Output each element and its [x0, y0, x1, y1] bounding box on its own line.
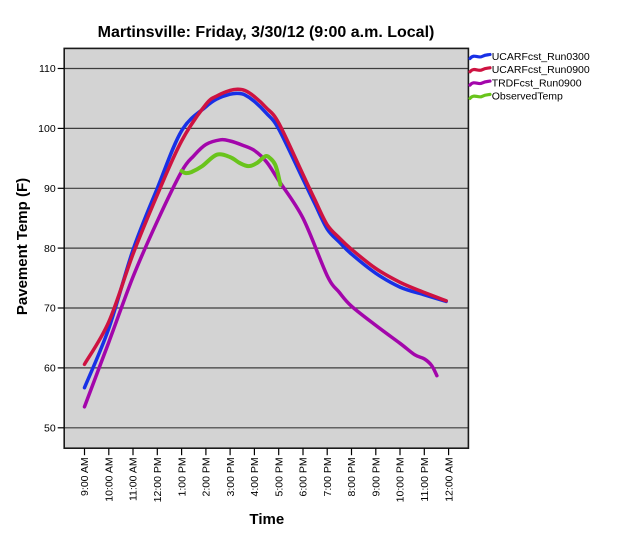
svg-text:ObservedTemp: ObservedTemp — [492, 91, 563, 103]
svg-text:110: 110 — [39, 63, 56, 75]
svg-text:4:00 PM: 4:00 PM — [249, 457, 261, 496]
svg-text:90: 90 — [44, 183, 56, 195]
svg-text:6:00 PM: 6:00 PM — [298, 457, 310, 496]
svg-text:50: 50 — [44, 423, 56, 435]
svg-text:9:00 AM: 9:00 AM — [79, 457, 91, 496]
svg-text:11:00 AM: 11:00 AM — [128, 457, 140, 501]
svg-text:10:00 PM: 10:00 PM — [395, 457, 407, 502]
svg-text:2:00 PM: 2:00 PM — [201, 457, 213, 496]
svg-text:UCARFcst_Run0900: UCARFcst_Run0900 — [492, 64, 590, 76]
svg-text:10:00 AM: 10:00 AM — [104, 457, 116, 501]
svg-text:1:00 PM: 1:00 PM — [176, 457, 188, 496]
svg-text:12:00 PM: 12:00 PM — [152, 457, 164, 502]
svg-text:60: 60 — [44, 363, 56, 375]
svg-text:70: 70 — [44, 303, 56, 315]
svg-text:80: 80 — [44, 243, 56, 255]
svg-text:3:00 PM: 3:00 PM — [225, 457, 237, 496]
svg-text:UCARFcst_Run0300: UCARFcst_Run0300 — [492, 51, 590, 63]
svg-text:Martinsville: Friday, 3/30/12: Martinsville: Friday, 3/30/12 (9:00 a.m.… — [98, 24, 435, 41]
svg-text:Time: Time — [249, 511, 284, 528]
svg-text:7:00 PM: 7:00 PM — [322, 457, 334, 496]
svg-text:9:00 PM: 9:00 PM — [371, 457, 383, 496]
svg-text:11:00 PM: 11:00 PM — [419, 457, 431, 501]
svg-text:100: 100 — [38, 123, 56, 135]
svg-text:5:00 PM: 5:00 PM — [273, 457, 285, 496]
svg-text:12:00 AM: 12:00 AM — [443, 457, 455, 501]
svg-text:Pavement Temp (F): Pavement Temp (F) — [14, 178, 31, 315]
svg-text:TRDFcst_Run0900: TRDFcst_Run0900 — [492, 77, 582, 89]
svg-text:8:00 PM: 8:00 PM — [346, 457, 358, 496]
